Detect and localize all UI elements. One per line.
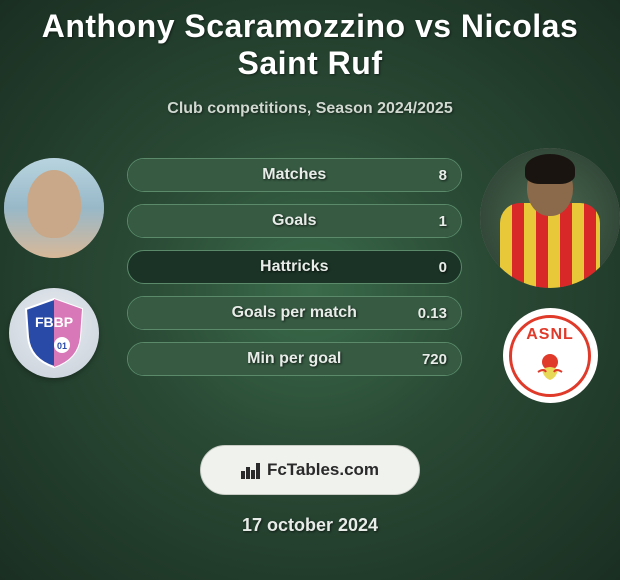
right-club-badge: ASNL: [503, 308, 598, 403]
stat-value-right: 1: [439, 213, 447, 230]
bar-chart-icon: [241, 461, 261, 479]
right-player-photo: [480, 148, 620, 288]
comparison-body: FBBP 01 Matches 8 Goals 1 Hattricks 0 Goals pe…: [0, 158, 620, 403]
stat-label: Goals per match: [232, 304, 357, 322]
left-player-column: FBBP 01: [0, 158, 109, 378]
svg-text:FBBP: FBBP: [35, 314, 73, 330]
svg-text:01: 01: [57, 341, 67, 351]
stat-row: Goals 1: [127, 204, 462, 238]
stats-column: Matches 8 Goals 1 Hattricks 0 Goals per match 0…: [127, 158, 462, 376]
stat-row: Goals per match 0.13: [127, 296, 462, 330]
stat-value-right: 720: [422, 351, 447, 368]
right-player-column: ASNL: [480, 158, 620, 403]
stat-row: Min per goal 720: [127, 342, 462, 376]
thistle-icon: [534, 350, 566, 382]
stat-value-right: 0: [439, 259, 447, 276]
stat-value-right: 0.13: [418, 305, 447, 322]
comparison-title: Anthony Scaramozzino vs Nicolas Saint Ru…: [0, 0, 620, 82]
generated-date: 17 october 2024: [0, 515, 620, 536]
left-club-badge: FBBP 01: [9, 288, 99, 378]
left-player-photo: [4, 158, 104, 258]
fbbp-shield-icon: FBBP 01: [22, 297, 86, 369]
brand-badge[interactable]: FcTables.com: [200, 445, 420, 495]
stat-row: Matches 8: [127, 158, 462, 192]
stat-label: Hattricks: [260, 258, 328, 276]
stat-label: Goals: [272, 212, 316, 230]
comparison-subtitle: Club competitions, Season 2024/2025: [0, 100, 620, 118]
stat-label: Matches: [262, 166, 326, 184]
stat-row: Hattricks 0: [127, 250, 462, 284]
stat-value-right: 8: [439, 167, 447, 184]
stat-label: Min per goal: [247, 350, 341, 368]
asnl-text: ASNL: [526, 326, 574, 344]
brand-label: FcTables.com: [267, 460, 379, 480]
